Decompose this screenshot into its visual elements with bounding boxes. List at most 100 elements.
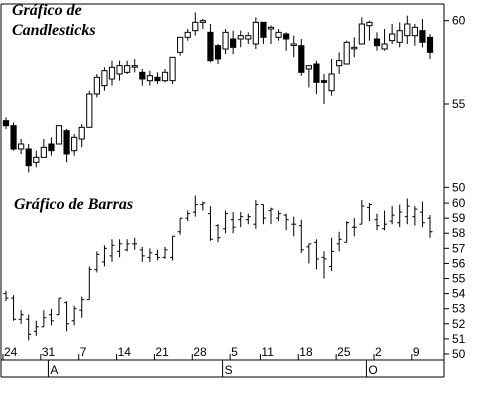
candle-body [71, 136, 78, 152]
x-tick-label: 25 [337, 345, 351, 359]
ohlc-bar [41, 310, 47, 328]
candle [404, 15, 411, 44]
candle [283, 32, 290, 51]
ohlc-bar [366, 203, 372, 222]
candle-body [245, 35, 252, 40]
candle-body [419, 30, 426, 43]
ohlc-bar [177, 217, 183, 235]
candle [2, 117, 10, 129]
candle-body [381, 43, 388, 50]
candle-body [411, 26, 418, 37]
candle-body [2, 120, 10, 127]
candle [71, 134, 78, 156]
candle-body [237, 35, 244, 40]
candle-body [131, 65, 138, 68]
ohlc-bar [139, 246, 145, 262]
ohlc-bar [147, 248, 153, 262]
ohlc-bar [71, 305, 77, 326]
y-tick-label: 60 [452, 196, 466, 210]
ohlc-bar [313, 239, 319, 270]
candle [124, 60, 131, 74]
ohlc-bar [404, 198, 410, 225]
ohlc-bar [200, 201, 206, 211]
candle [131, 59, 138, 73]
candle-body [25, 148, 32, 167]
ohlc-bar [245, 213, 251, 225]
ohlc-bar [306, 243, 312, 264]
candle-body [154, 76, 161, 82]
candle [78, 124, 85, 148]
ohlc-bar [419, 201, 425, 228]
candle-body [389, 33, 396, 42]
ohlc-bar [276, 210, 282, 222]
candle-body [396, 30, 403, 43]
ohlc-bar [64, 301, 70, 332]
candle [146, 70, 153, 86]
ohlc-bar [223, 210, 229, 234]
ohlc-bar [351, 218, 357, 237]
candle [184, 29, 191, 41]
candle-body [290, 43, 297, 46]
ohlc-bar [162, 246, 168, 259]
x-tick-label: 9 [413, 345, 420, 359]
candle [108, 60, 116, 86]
candle [336, 52, 343, 74]
ohlc-bar [56, 297, 62, 316]
ohlc-bar [3, 290, 9, 302]
ohlc-bar [298, 219, 304, 253]
ohlc-bar [18, 310, 24, 324]
candle-body [275, 31, 282, 38]
candle-body [78, 126, 85, 140]
y-tick-label: 50 [452, 180, 466, 194]
ohlc-bar [26, 314, 32, 341]
ohlc-bar [382, 210, 388, 231]
candle [55, 125, 63, 145]
candle-body [177, 36, 184, 53]
candle [169, 56, 176, 84]
x-tick-label: 11 [261, 345, 274, 359]
candlestick-series [2, 12, 434, 173]
candle-body [426, 36, 434, 53]
candle-body [214, 45, 222, 60]
y-tick-label: 60 [452, 14, 466, 28]
ohlc-bar [11, 295, 17, 321]
candle [86, 90, 93, 128]
candle [343, 40, 350, 65]
ohlc-bar [170, 235, 176, 261]
candle [199, 19, 206, 29]
candle-body [267, 26, 275, 30]
ohlc-bar [132, 237, 138, 250]
candle [101, 67, 108, 91]
x-tick-label: 7 [80, 345, 87, 359]
candle [10, 122, 17, 151]
y-tick-label: 55 [452, 97, 466, 111]
month-label: O [368, 363, 377, 377]
candle-body [358, 23, 365, 45]
candle-body [252, 21, 259, 45]
candle [116, 60, 123, 81]
candle [381, 29, 388, 51]
candle [313, 60, 320, 94]
x-tick-label: 2 [375, 345, 382, 359]
candle [207, 24, 214, 63]
candlestick-title-line2: Candlesticks [12, 22, 96, 39]
candle [305, 65, 312, 88]
ohlc-bar [412, 206, 418, 226]
ohlc-bar [260, 204, 266, 225]
ohlc-bar [192, 195, 198, 217]
y-tick-label: 59 [452, 211, 466, 225]
ohlc-bar [109, 239, 115, 262]
candle-body [101, 70, 108, 87]
candle-body [146, 75, 153, 82]
ohlc-bar [48, 308, 54, 326]
candle [252, 17, 259, 49]
ohlc-bar [79, 296, 85, 318]
candle [320, 74, 328, 104]
candle-body [33, 156, 40, 163]
candle [139, 69, 146, 86]
candle [63, 129, 70, 163]
x-tick-label: 24 [4, 345, 18, 359]
candle [419, 19, 426, 48]
candle [366, 20, 373, 41]
